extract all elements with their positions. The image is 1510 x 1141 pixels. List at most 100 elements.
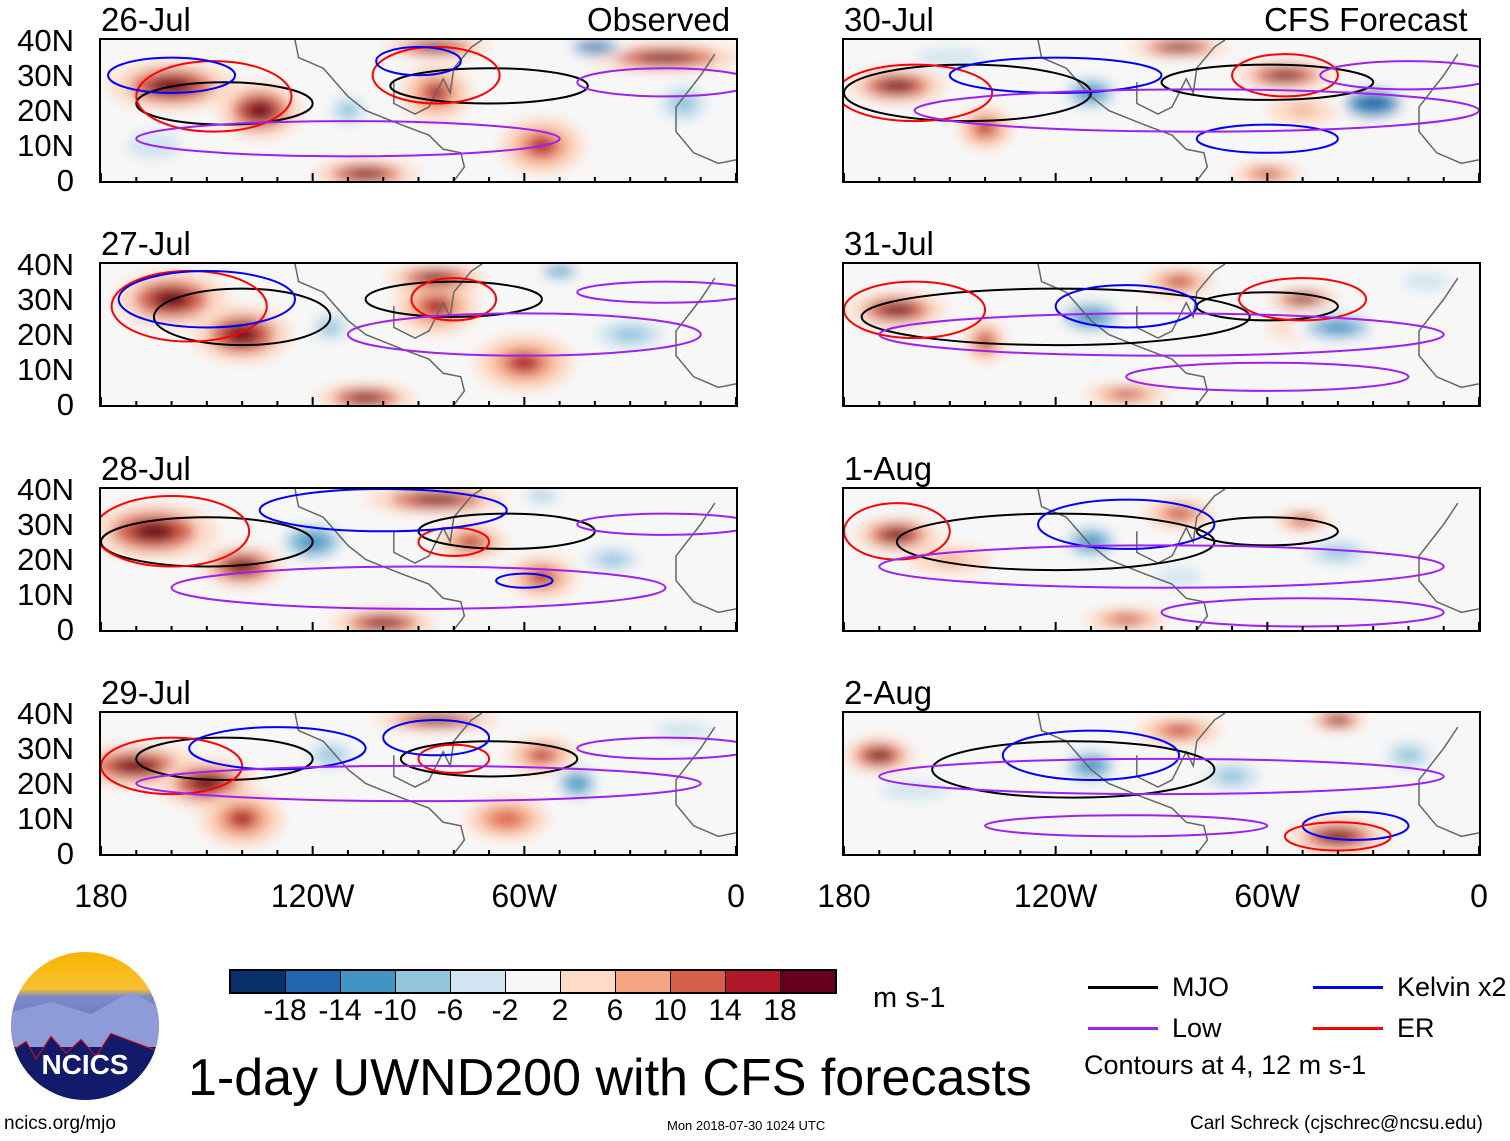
colorbar-swatch xyxy=(396,971,451,992)
wind-anomaly-mark xyxy=(347,169,385,179)
kelvin-contour xyxy=(1001,729,1181,781)
mjo-contour xyxy=(1195,516,1339,547)
map-panel-28-Jul xyxy=(99,487,738,632)
low-contour xyxy=(878,544,1445,589)
low-contour xyxy=(878,757,1445,796)
wind-anomaly-mark xyxy=(1320,546,1356,559)
colorbar-tick-label: 6 xyxy=(606,994,624,1027)
panel-date-label: 26-Jul xyxy=(101,1,191,38)
wind-anomaly-mark xyxy=(670,93,696,114)
wind-anomaly-mark xyxy=(549,267,570,275)
er-contour xyxy=(844,63,994,123)
er-contour xyxy=(1231,53,1339,98)
wind-anomaly-mark xyxy=(320,320,341,335)
mjo-contour xyxy=(931,740,1216,799)
coastline xyxy=(1136,40,1226,115)
y-tick-label: 40N xyxy=(17,696,74,731)
mjo-contour xyxy=(101,516,314,568)
coastline xyxy=(294,40,466,181)
legend-label: ER xyxy=(1397,1013,1435,1043)
wind-anomaly-mark xyxy=(1290,105,1315,116)
x-tick-label: 60W xyxy=(1234,878,1301,914)
y-tick-label: 30N xyxy=(17,507,74,542)
low-contour xyxy=(135,120,561,158)
y-tick-label: 40N xyxy=(17,472,74,507)
footer-timestamp: Mon 2018-07-30 1024 UTC xyxy=(667,1118,826,1133)
wind-anomaly-mark xyxy=(131,521,177,542)
colorbar-tick-label: 18 xyxy=(763,994,797,1027)
low-contour xyxy=(576,736,736,760)
wind-anomaly-mark xyxy=(364,618,402,628)
map-panel-31-Jul xyxy=(842,262,1481,407)
er-contour xyxy=(101,495,251,568)
panel-date-label: 1-Aug xyxy=(844,450,933,487)
colorbar-tick-label: -18 xyxy=(263,994,307,1027)
wind-anomaly-mark xyxy=(317,747,343,763)
y-tick-label: 20N xyxy=(17,542,74,577)
colorbar-swatch xyxy=(286,971,341,992)
x-tick-label: 60W xyxy=(491,878,558,914)
wind-anomaly-mark xyxy=(1217,769,1247,784)
footer-url[interactable]: ncics.org/mjo xyxy=(4,1113,116,1134)
wind-anomaly-mark xyxy=(879,303,915,316)
er-contour xyxy=(371,46,501,105)
wind-anomaly-mark xyxy=(611,327,649,342)
wind-anomaly-mark xyxy=(338,103,358,118)
low-contour xyxy=(1160,597,1445,628)
low-contour xyxy=(1319,60,1479,91)
mjo-contour xyxy=(135,736,314,781)
colorbar xyxy=(229,969,837,994)
cfs-forecast-header: CFS Forecast xyxy=(1264,1,1468,38)
mjo-contour xyxy=(895,512,1216,572)
y-tick-label: 40N xyxy=(17,23,74,58)
x-tick-label: 0 xyxy=(1470,878,1488,914)
colorbar-tick-label: 14 xyxy=(708,994,742,1027)
colorbar-tick-label: -10 xyxy=(373,994,417,1027)
low-contour xyxy=(984,814,1269,838)
low-contour xyxy=(346,312,702,357)
low-contour xyxy=(878,312,1445,357)
wind-anomaly-mark xyxy=(668,725,698,736)
wind-anomaly-mark xyxy=(491,811,522,827)
mountain-graphic xyxy=(11,992,159,1100)
y-tick-label: 10N xyxy=(17,577,74,612)
colorbar-swatch xyxy=(341,971,396,992)
mjo-contour xyxy=(364,280,543,318)
coastline xyxy=(675,502,736,614)
y-tick-label: 10N xyxy=(17,128,74,163)
coastline xyxy=(1037,713,1209,854)
colorbar-swatch xyxy=(506,971,561,992)
kelvin-contour xyxy=(1195,123,1339,154)
coastline xyxy=(1418,502,1479,614)
colorbar-swatch xyxy=(671,971,726,992)
wind-anomaly-mark xyxy=(529,749,555,762)
y-tick-label: 30N xyxy=(17,282,74,317)
observed-header: Observed xyxy=(587,1,731,38)
wind-anomaly-mark xyxy=(1111,615,1142,624)
wind-anomaly-mark xyxy=(1164,725,1194,736)
wind-anomaly-mark xyxy=(1396,747,1421,763)
map-panel-30-Jul xyxy=(842,38,1481,183)
logo-text: NCICS xyxy=(41,1049,129,1080)
low-contour xyxy=(170,565,667,610)
wind-anomaly-mark xyxy=(597,553,628,566)
colorbar-tick-label: 10 xyxy=(653,994,687,1027)
low-contour xyxy=(576,67,736,98)
ncics-logo: NCICS xyxy=(11,952,159,1100)
wind-anomaly-mark xyxy=(411,494,461,505)
coastline xyxy=(393,713,483,788)
colorbar-unit: m s-1 xyxy=(873,982,946,1014)
y-tick-label: 0 xyxy=(56,836,74,871)
wind-anomaly-mark xyxy=(1290,295,1315,303)
figure-title: 1-day UWND200 with CFS forecasts xyxy=(188,1049,1032,1107)
colorbar-swatch xyxy=(451,971,506,992)
kelvin-contour xyxy=(1037,498,1216,550)
footer-author: Carl Schreck (cjschrec@ncsu.edu) xyxy=(1190,1113,1483,1134)
wind-anomaly-mark xyxy=(227,808,257,829)
x-tick-label: 120W xyxy=(1013,878,1098,914)
wind-anomaly-mark xyxy=(244,100,275,121)
kelvin-contour xyxy=(382,719,491,757)
colorbar-swatch xyxy=(781,971,835,992)
wind-anomaly-mark xyxy=(1358,96,1388,111)
panel-date-label: 27-Jul xyxy=(101,225,191,262)
